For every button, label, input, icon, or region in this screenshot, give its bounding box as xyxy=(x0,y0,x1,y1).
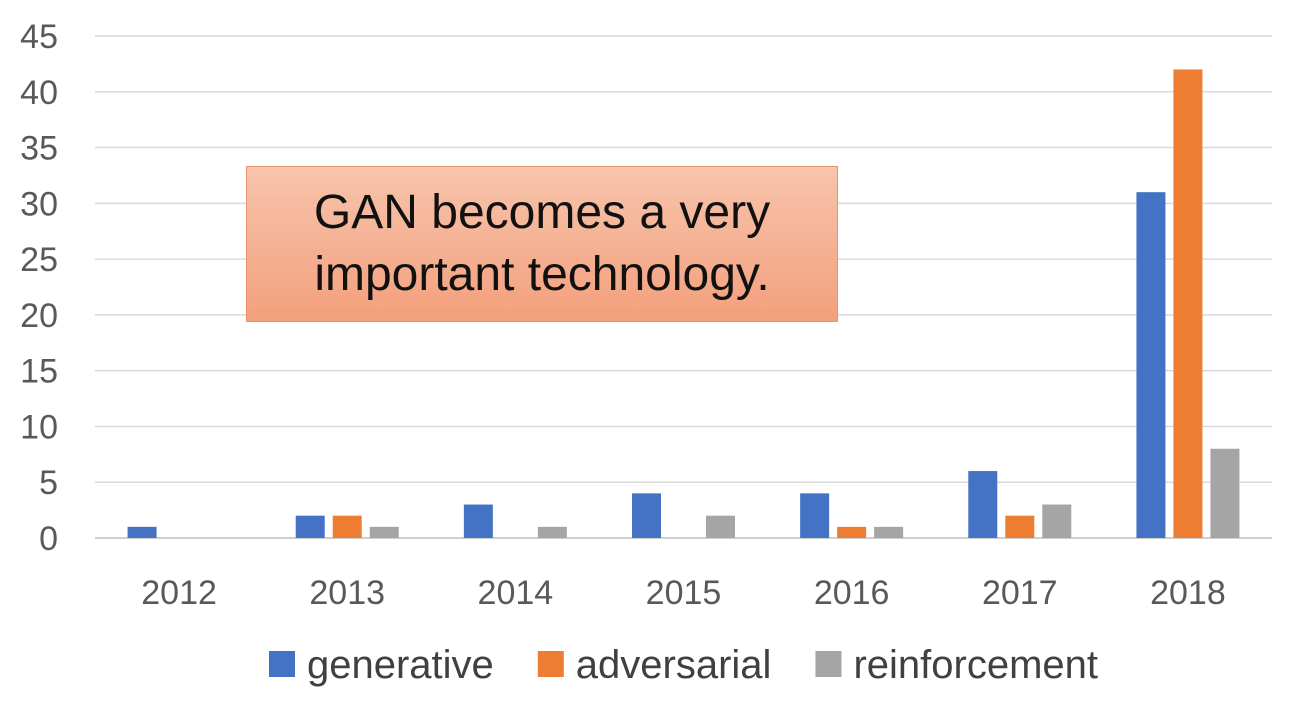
bar-reinforcement-2018 xyxy=(1210,448,1240,538)
bar-adversarial-2013 xyxy=(332,515,362,538)
bar-adversarial-2018 xyxy=(1173,69,1203,538)
legend-swatch-adversarial xyxy=(537,651,564,677)
legend-swatch-generative xyxy=(268,651,295,677)
x-tick-label: 2018 xyxy=(1150,574,1226,612)
legend-label-generative: generative xyxy=(307,643,494,687)
bar-generative-2017 xyxy=(968,471,998,538)
bar-generative-2012 xyxy=(127,526,157,538)
legend: generative adversarial reinforcement xyxy=(268,643,1098,687)
y-tick-label: 15 xyxy=(20,353,58,391)
bar-reinforcement-2017 xyxy=(1042,504,1072,538)
y-tick-label: 35 xyxy=(20,130,58,168)
x-tick-label: 2016 xyxy=(814,574,890,612)
y-tick-label: 5 xyxy=(39,464,58,502)
y-tick-label: 25 xyxy=(20,241,58,279)
bar-adversarial-2017 xyxy=(1005,515,1035,538)
x-tick-label: 2014 xyxy=(478,574,554,612)
bar-generative-2016 xyxy=(800,493,830,538)
bar-generative-2013 xyxy=(295,515,325,538)
bar-reinforcement-2013 xyxy=(369,526,399,538)
y-axis-ticks: 0 5 10 15 20 25 30 35 40 45 xyxy=(20,18,58,558)
bar-reinforcement-2015 xyxy=(706,515,735,538)
y-tick-label: 45 xyxy=(20,18,58,56)
legend-swatch-reinforcement xyxy=(815,651,842,677)
x-axis-ticks: 2012 2013 2014 2015 2016 2017 2018 xyxy=(141,574,1225,612)
y-tick-label: 30 xyxy=(20,185,58,223)
bar-generative-2015 xyxy=(632,493,661,538)
x-tick-label: 2012 xyxy=(141,574,217,612)
bar-reinforcement-2016 xyxy=(874,526,904,538)
y-tick-label: 20 xyxy=(20,297,58,335)
bars xyxy=(127,69,1240,538)
legend-label-adversarial: adversarial xyxy=(576,643,772,687)
y-tick-label: 10 xyxy=(20,408,58,446)
bar-generative-2014 xyxy=(463,504,493,538)
annotation-box: GAN becomes a very important technology. xyxy=(246,166,838,322)
x-tick-label: 2017 xyxy=(982,574,1058,612)
y-tick-label: 40 xyxy=(20,74,58,112)
bar-adversarial-2016 xyxy=(837,526,867,538)
bar-reinforcement-2014 xyxy=(537,526,567,538)
x-tick-label: 2013 xyxy=(309,574,385,612)
y-tick-label: 0 xyxy=(39,520,58,558)
x-tick-label: 2015 xyxy=(646,574,722,612)
bar-generative-2018 xyxy=(1136,192,1166,538)
annotation-text: GAN becomes a very important technology. xyxy=(313,186,771,301)
legend-label-reinforcement: reinforcement xyxy=(853,643,1098,687)
